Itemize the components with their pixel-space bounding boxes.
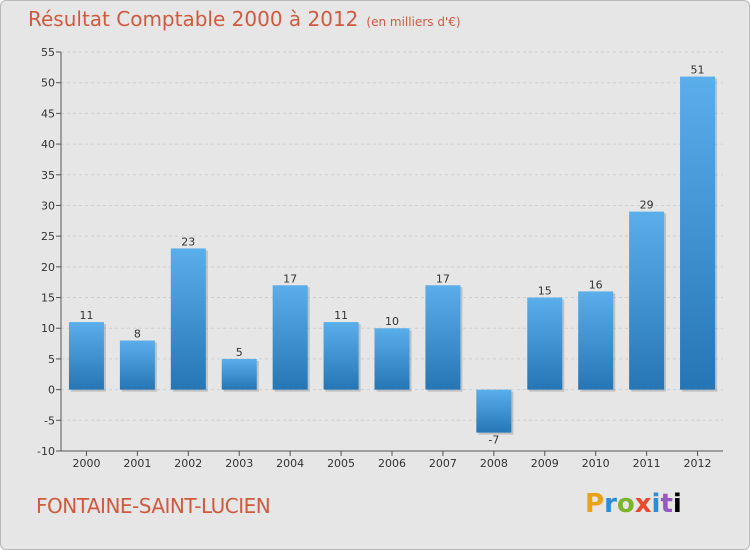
logo-letter: o [616,489,635,519]
data-label: 16 [589,278,603,291]
logo-letter: r [604,489,617,519]
y-tick-label: 35 [41,169,55,182]
bar [68,322,104,390]
y-tick-label: 40 [41,138,55,151]
bar [170,248,206,390]
y-tick-label: -10 [37,445,55,458]
logo-letter: t [660,489,673,519]
proxiti-logo[interactable]: Proxiti [585,489,682,519]
logo-letter: x [634,489,652,519]
data-label: 5 [236,346,243,359]
data-label: 29 [640,199,654,212]
data-label: 23 [181,235,195,248]
y-tick-label: -5 [44,414,55,427]
bar [323,322,359,390]
y-tick-label: 0 [48,384,55,397]
data-label: 10 [385,315,399,328]
x-tick-label: 2004 [276,457,304,470]
x-tick-label: 2011 [633,457,661,470]
data-label: -7 [488,434,499,447]
chart-title: Résultat Comptable 2000 à 2012 (en millie… [28,7,461,31]
bar [272,285,308,390]
y-tick-label: 55 [41,46,55,59]
city-name: FONTAINE-SAINT-LUCIEN [36,494,271,518]
logo-letter: i [651,489,661,519]
x-tick-label: 2005 [327,457,355,470]
x-tick-label: 2008 [480,457,508,470]
y-tick-label: 25 [41,230,55,243]
chart-title-text: Résultat Comptable 2000 à 2012 [28,7,359,31]
y-tick-label: 5 [48,353,55,366]
x-tick-label: 2009 [531,457,559,470]
chart-subtitle: (en milliers d'€) [366,15,461,29]
bar [476,389,512,433]
data-label: 11 [334,309,348,322]
axes [56,51,723,456]
data-label: 17 [283,272,297,285]
data-label: 8 [134,328,141,341]
x-tick-label: 2003 [225,457,253,470]
data-label: 11 [79,309,93,322]
bar [221,358,257,390]
data-label: 51 [691,64,705,77]
bars [68,76,718,435]
x-tick-label: 2001 [123,457,151,470]
bar [578,291,614,390]
labels: -10 -5 0 5 10 15 20 25 30 35 40 45 50 55 2000 11 2001 8 20… [37,46,712,470]
y-tick-label: 20 [41,261,55,274]
x-tick-label: 2000 [72,457,100,470]
x-tick-label: 2012 [684,457,712,470]
bar [527,297,563,390]
bar [680,76,716,390]
x-tick-label: 2006 [378,457,406,470]
bar [374,328,410,390]
y-tick-label: 10 [41,322,55,335]
bar [119,340,155,390]
bar [425,285,461,390]
y-tick-label: 30 [41,199,55,212]
logo-letter: i [672,489,682,519]
y-tick-label: 45 [41,107,55,120]
logo-letter: P [585,489,605,519]
y-tick-label: 50 [41,77,55,90]
y-tick-label: 15 [41,292,55,305]
bar [629,211,665,390]
x-tick-label: 2007 [429,457,457,470]
x-tick-label: 2002 [174,457,202,470]
data-label: 15 [538,285,552,298]
x-tick-label: 2010 [582,457,610,470]
data-label: 17 [436,272,450,285]
